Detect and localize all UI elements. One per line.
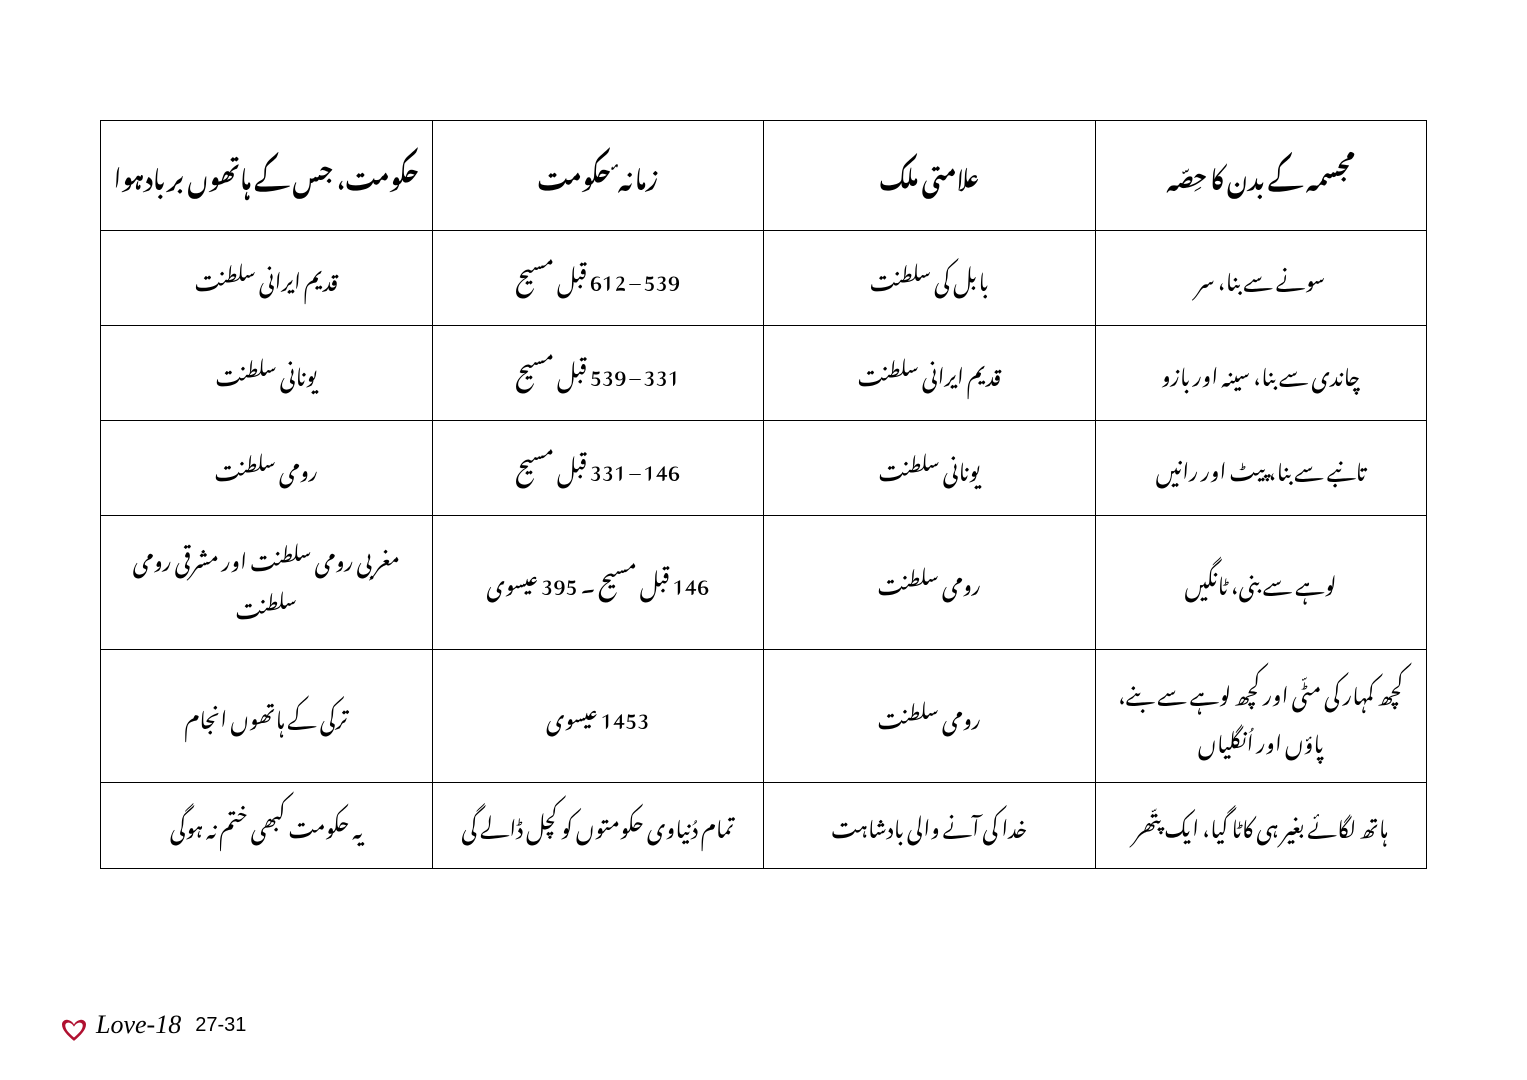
cell-destroyed: یونانی سلطنت (101, 325, 433, 420)
table-row: چاندی سے بنا، سینہ اور بازو قدیم ایرانی … (101, 325, 1427, 420)
cell-body-part: تانبے سے بنا، پیٹ اور رانیں (1095, 420, 1427, 515)
cell-country: یونانی سلطنت (764, 420, 1096, 515)
table-row: کچھ کمہار کی مٹّی اور کچھ لوہے سے بنے، پ… (101, 649, 1427, 783)
cell-country: رومی سلطنت (764, 515, 1096, 649)
cell-destroyed: قدیم ایرانی سلطنت (101, 230, 433, 325)
cell-destroyed: ترکی کے ہاتھوں انجام (101, 649, 433, 783)
cell-country: قدیم ایرانی سلطنت (764, 325, 1096, 420)
heart-icon (60, 1013, 88, 1037)
table-row: تانبے سے بنا، پیٹ اور رانیں یونانی سلطنت… (101, 420, 1427, 515)
cell-country: رومی سلطنت (764, 649, 1096, 783)
table-row: ہاتھ لگائے بغیر ہی کاٹا گیا، ایک پتّھر خ… (101, 783, 1427, 868)
table-row: لوہے سے بنی، ٹانگیں رومی سلطنت 146 قبل م… (101, 515, 1427, 649)
brand-text: Love-18 (96, 1010, 181, 1040)
cell-body-part: لوہے سے بنی، ٹانگیں (1095, 515, 1427, 649)
cell-country: خدا کی آنے والی بادشاہت (764, 783, 1096, 868)
col-header-era: زمانہ ٔ حکومت (432, 121, 764, 231)
kingdoms-table: مجسمہ کے بدن کا حِصّہ علامتی ملک زمانہ ٔ… (100, 120, 1427, 869)
cell-body-part: ہاتھ لگائے بغیر ہی کاٹا گیا، ایک پتّھر (1095, 783, 1427, 868)
cell-era: 331 – 539 قبل مسیح (432, 325, 764, 420)
col-header-body-part: مجسمہ کے بدن کا حِصّہ (1095, 121, 1427, 231)
page-footer: Love-18 27-31 (60, 1010, 246, 1040)
cell-destroyed: رومی سلطنت (101, 420, 433, 515)
cell-era: 539 – 612 قبل مسیح (432, 230, 764, 325)
cell-body-part: چاندی سے بنا، سینہ اور بازو (1095, 325, 1427, 420)
col-header-symbolic-country: علامتی ملک (764, 121, 1096, 231)
page-number: 27-31 (195, 1014, 246, 1037)
cell-body-part: سونے سے بنا، سر (1095, 230, 1427, 325)
cell-era: 146 قبل مسیح ۔ 395 عیسوی (432, 515, 764, 649)
col-header-destroyed-by: حکومت، جس کے ہاتھوں بربادہوا (101, 121, 433, 231)
cell-body-part: کچھ کمہار کی مٹّی اور کچھ لوہے سے بنے، پ… (1095, 649, 1427, 783)
cell-destroyed: یہ حکومت کبھی ختم نہ ہوگی (101, 783, 433, 868)
cell-destroyed: مغربی رومی سلطنت اور مشرقی رومی سلطنت (101, 515, 433, 649)
table-row: سونے سے بنا، سر بابل کی سلطنت 539 – 612 … (101, 230, 1427, 325)
cell-era: تمام دُنیاوی حکومتوں کو کچل ڈالے گی (432, 783, 764, 868)
cell-country: بابل کی سلطنت (764, 230, 1096, 325)
cell-era: 1453 عیسوی (432, 649, 764, 783)
cell-era: 146 – 331 قبل مسیح (432, 420, 764, 515)
